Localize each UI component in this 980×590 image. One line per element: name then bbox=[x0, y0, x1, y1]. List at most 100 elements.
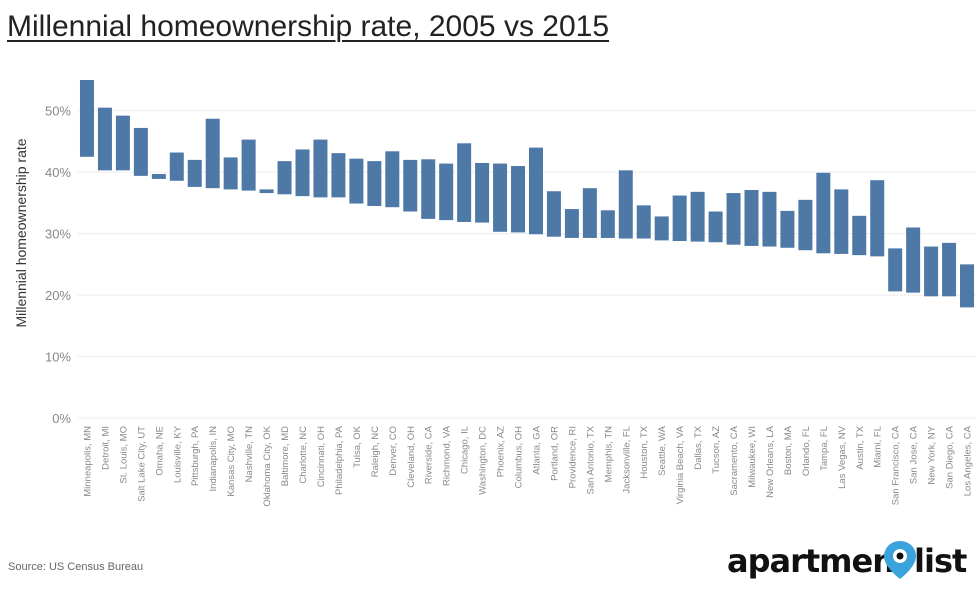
bar bbox=[331, 153, 346, 198]
bar bbox=[493, 163, 508, 232]
x-tick-label: Detroit, MI bbox=[100, 426, 111, 470]
x-tick-label: San Francisco, CA bbox=[891, 425, 902, 505]
x-tick-label: Atlanta, GA bbox=[531, 425, 542, 474]
y-tick-label: 0% bbox=[52, 411, 71, 426]
x-tick-label: Los Angeles, CA bbox=[963, 425, 974, 496]
bar bbox=[618, 170, 633, 239]
x-tick-label: Orlando, FL bbox=[801, 426, 812, 476]
bar bbox=[475, 162, 490, 223]
x-tick-label: Sacramento, CA bbox=[729, 425, 740, 495]
x-tick-label: Milwaukee, WI bbox=[747, 426, 758, 488]
bar bbox=[313, 139, 328, 198]
x-tick-label: Houston, TX bbox=[639, 425, 650, 478]
bar bbox=[942, 242, 957, 297]
bar bbox=[187, 159, 202, 187]
x-tick-label: Miami, FL bbox=[873, 426, 884, 468]
x-tick-label: Boston, MA bbox=[783, 425, 794, 475]
bar bbox=[457, 143, 472, 222]
bar bbox=[367, 161, 382, 206]
x-tick-label: Omaha, NE bbox=[154, 426, 165, 476]
x-tick-label: Charlotte, NC bbox=[298, 426, 309, 484]
bar bbox=[582, 188, 597, 238]
bar bbox=[924, 246, 939, 297]
bar bbox=[439, 163, 454, 221]
x-axis: Minneapolis, MN Detroit, MI St. Louis, MO S… bbox=[82, 425, 973, 506]
bar bbox=[762, 191, 777, 247]
x-tick-label: Nashville, TN bbox=[244, 426, 255, 482]
x-tick-label: Cincinnati, OH bbox=[316, 426, 327, 487]
x-tick-label: San Jose, CA bbox=[909, 425, 920, 484]
bar bbox=[960, 264, 975, 308]
x-tick-label: Riverside, CA bbox=[424, 425, 435, 484]
bar bbox=[205, 118, 220, 189]
bar bbox=[888, 248, 903, 292]
x-tick-label: New Orleans, LA bbox=[765, 425, 776, 497]
bar bbox=[151, 174, 166, 179]
bar bbox=[780, 210, 795, 248]
x-tick-label: Providence, RI bbox=[567, 426, 578, 488]
x-tick-label: Richmond, VA bbox=[442, 425, 453, 486]
x-tick-label: Indianapolis, IN bbox=[208, 426, 219, 492]
x-tick-label: Chicago, IL bbox=[460, 426, 471, 474]
bar bbox=[726, 193, 741, 245]
x-tick-label: Phoenix, AZ bbox=[496, 426, 507, 477]
bar bbox=[97, 107, 112, 171]
bar bbox=[241, 139, 256, 191]
x-tick-label: Kansas City, MO bbox=[226, 426, 237, 497]
logo-word-list: list bbox=[914, 542, 967, 580]
bar bbox=[511, 166, 526, 233]
x-tick-label: San Diego, CA bbox=[945, 425, 956, 489]
bar bbox=[277, 161, 292, 195]
x-tick-label: Minneapolis, MN bbox=[82, 426, 93, 497]
bar bbox=[349, 158, 364, 204]
x-tick-label: Oklahoma City, OK bbox=[262, 425, 273, 506]
x-tick-label: Tucson, AZ bbox=[711, 426, 722, 474]
y-tick-label: 10% bbox=[45, 350, 71, 365]
x-tick-label: Salt Lake City, UT bbox=[136, 426, 147, 502]
bar bbox=[115, 115, 130, 171]
bar bbox=[528, 147, 543, 235]
bar bbox=[654, 216, 669, 241]
bar bbox=[906, 227, 921, 293]
bar bbox=[834, 189, 849, 254]
bar bbox=[259, 189, 274, 194]
bars bbox=[79, 80, 975, 308]
y-tick-label: 40% bbox=[45, 165, 71, 180]
bar bbox=[421, 159, 436, 219]
bar bbox=[385, 151, 400, 208]
x-tick-label: Tampa, FL bbox=[819, 426, 830, 471]
bar bbox=[690, 191, 705, 242]
x-tick-label: Cleveland, OH bbox=[406, 426, 417, 488]
y-axis-label: Millennial homeownership rate bbox=[13, 138, 29, 327]
bar bbox=[403, 159, 418, 212]
bar bbox=[546, 191, 561, 237]
x-tick-label: Columbus, OH bbox=[514, 426, 525, 488]
x-tick-label: Baltimore, MD bbox=[280, 426, 291, 486]
bar bbox=[798, 199, 813, 251]
bar bbox=[295, 149, 310, 197]
x-tick-label: San Antonio, TX bbox=[585, 425, 596, 494]
y-axis: 0% 10% 20% 30% 40% 50% bbox=[45, 104, 71, 426]
x-tick-label: Portland, OR bbox=[549, 426, 560, 481]
grid-lines bbox=[78, 110, 976, 419]
bar bbox=[870, 180, 885, 257]
bar bbox=[223, 157, 238, 190]
bar bbox=[564, 209, 579, 238]
bar bbox=[852, 215, 867, 256]
x-tick-label: Pittsburgh, PA bbox=[190, 425, 201, 486]
bar bbox=[133, 127, 148, 176]
y-tick-label: 20% bbox=[45, 288, 71, 303]
source-note: Source: US Census Bureau bbox=[8, 561, 144, 573]
bar bbox=[636, 205, 651, 239]
x-tick-label: Washington, DC bbox=[478, 426, 489, 495]
chart-title: Millennial homeownership rate, 2005 vs 2… bbox=[7, 10, 610, 43]
x-tick-label: Seattle, WA bbox=[657, 425, 668, 475]
x-tick-label: St. Louis, MO bbox=[118, 426, 129, 484]
x-tick-label: Louisville, KY bbox=[172, 425, 183, 483]
y-tick-label: 50% bbox=[45, 104, 71, 119]
x-tick-label: Tulsa, OK bbox=[352, 425, 363, 468]
x-tick-label: Denver, CO bbox=[388, 426, 399, 476]
x-tick-label: Raleigh, NC bbox=[370, 426, 381, 477]
x-tick-label: Jacksonville, FL bbox=[621, 426, 632, 494]
bar bbox=[744, 190, 759, 246]
